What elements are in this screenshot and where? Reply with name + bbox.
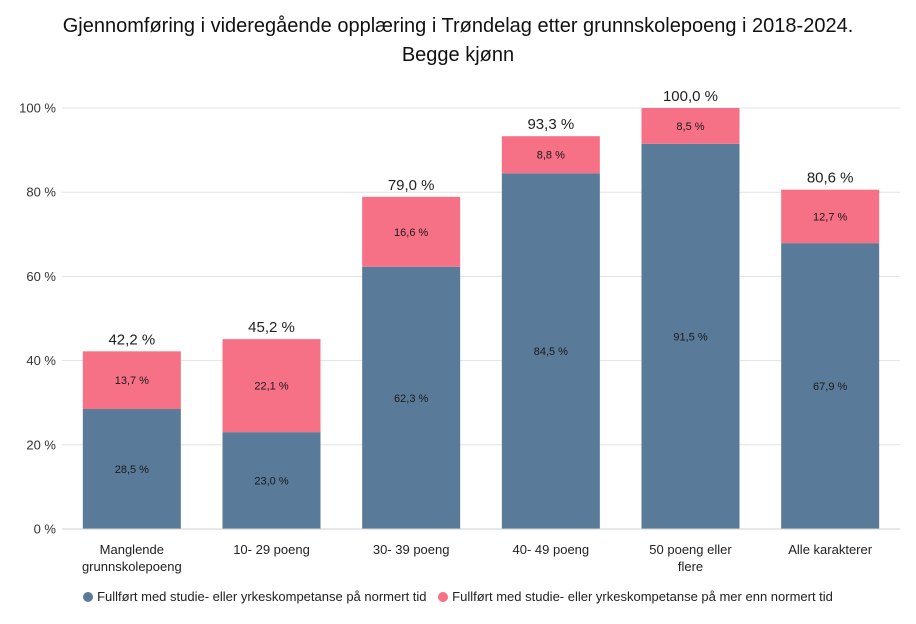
bar-segment-mer-enn-normert [222, 339, 321, 433]
x-category-label: Alle karakterer [788, 542, 872, 557]
gridlines [62, 107, 900, 530]
bar-total-label: 100,0 % [663, 88, 718, 105]
legend: Fullført med studie- eller yrkeskompetan… [0, 589, 916, 604]
bar-data-label: 84,5 % [534, 346, 568, 358]
legend-item-normert: Fullført med studie- eller yrkeskompetan… [83, 589, 427, 604]
bar-data-label: 28,5 % [115, 464, 149, 476]
bar-segment-normert [501, 173, 600, 529]
bar-segment-normert [82, 409, 181, 529]
bar-segment-normert [362, 266, 461, 529]
legend-item-mer-enn-normert: Fullført med studie- eller yrkeskompetan… [438, 589, 833, 604]
bar-total-label: 42,2 % [108, 331, 155, 348]
bar-data-label: 22,1 % [254, 381, 288, 393]
bar-total-label: 79,0 % [388, 177, 435, 194]
legend-label-normert: Fullført med studie- eller yrkeskompetan… [97, 589, 427, 604]
x-category-label: Manglende [100, 542, 164, 557]
legend-swatch-mer-enn-normert [438, 592, 449, 602]
bar-data-label: 12,7 % [813, 211, 847, 223]
y-tick-label: 100 % [19, 101, 56, 116]
bar-data-label: 67,9 % [813, 381, 847, 393]
bar-total-label: 93,3 % [527, 116, 574, 133]
y-tick-label: 40 % [26, 353, 56, 368]
bars: 28,5 % 13,7 % 42,2 % 23,0 % 22,1 % 45,2 % 62,3… [82, 88, 880, 530]
bar-segment-mer-enn-normert [641, 108, 740, 144]
y-axis: 0 % 20 % 40 % 60 % 80 % 100 % [19, 101, 56, 537]
chart-title-line2: Begge kjønn [401, 44, 515, 66]
bar-data-label: 62,3 % [394, 393, 428, 405]
bar-data-label: 23,0 % [254, 476, 288, 488]
x-category-label: 10- 29 poeng [233, 542, 310, 557]
bar-total-label: 45,2 % [248, 319, 295, 336]
x-category-label: flere [678, 559, 703, 574]
x-category-label: 50 poeng eller [649, 542, 732, 557]
y-tick-label: 80 % [26, 185, 56, 200]
legend-swatch-normert [83, 592, 94, 602]
bar-data-label: 13,7 % [115, 375, 149, 387]
bar-data-label: 8,8 % [537, 150, 565, 162]
chart-title-line1: Gjennomføring i videregående opplæring i… [62, 15, 854, 37]
bar-segment-mer-enn-normert [82, 351, 181, 410]
bar-segment-normert [641, 143, 740, 529]
bar-segment-normert [781, 243, 880, 530]
y-tick-label: 20 % [26, 437, 56, 452]
x-category-label: grunnskolepoeng [82, 559, 182, 574]
bar-data-label: 91,5 % [673, 331, 707, 343]
chart-title: Gjennomføring i videregående opplæring i… [0, 12, 916, 70]
y-tick-label: 60 % [26, 269, 56, 284]
bar-segment-normert [222, 432, 321, 529]
bar-segment-mer-enn-normert [501, 136, 600, 174]
bar-segment-mer-enn-normert [781, 189, 880, 244]
x-axis: Manglende grunnskolepoeng 10- 29 poeng 30- … [62, 528, 900, 574]
bar-data-label: 8,5 % [676, 121, 704, 133]
x-category-label: 40- 49 poeng [513, 542, 590, 557]
bar-data-label: 16,6 % [394, 227, 428, 239]
legend-label-mer-enn-normert: Fullført med studie- eller yrkeskompetan… [452, 589, 833, 604]
y-tick-label: 0 % [34, 522, 57, 537]
bar-total-label: 80,6 % [807, 170, 854, 187]
x-category-label: 30- 39 poeng [373, 542, 450, 557]
bar-segment-mer-enn-normert [362, 196, 461, 267]
